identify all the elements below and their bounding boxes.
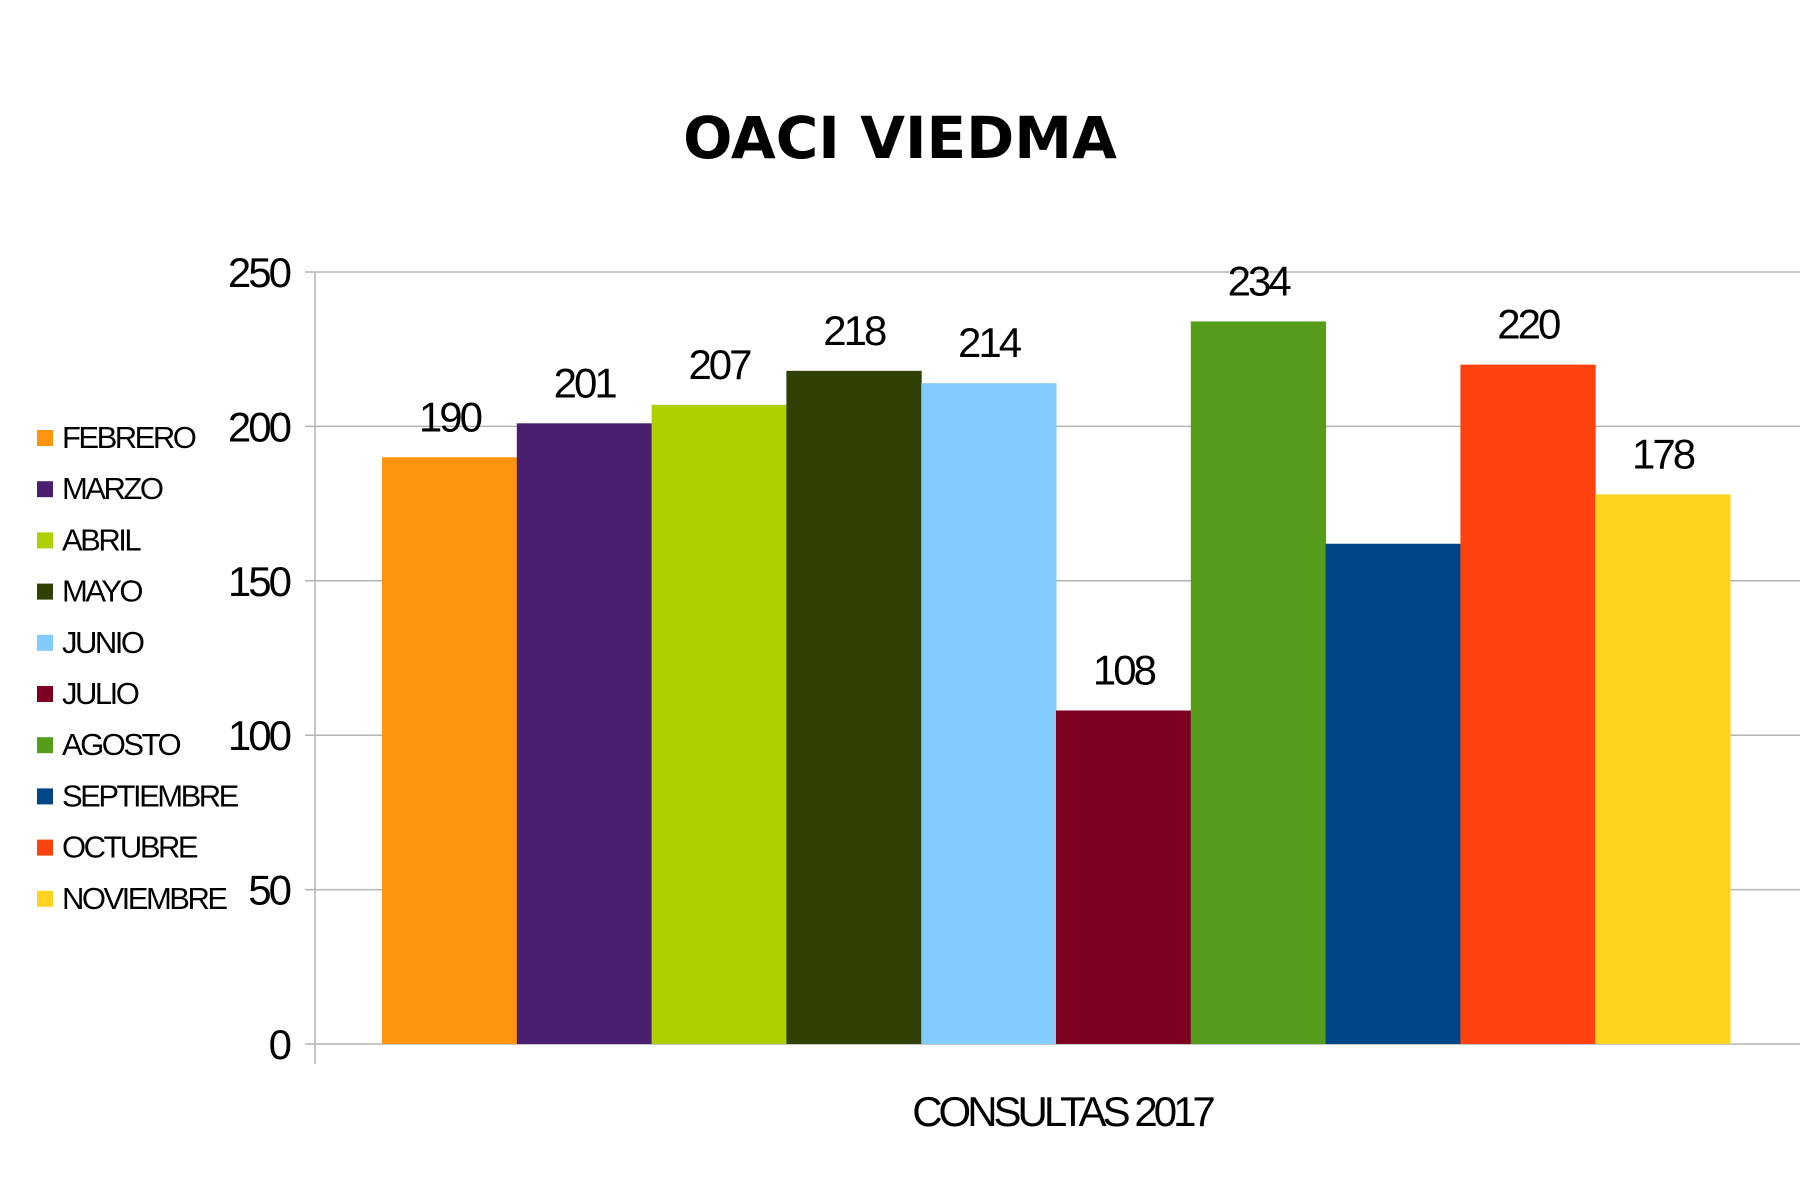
y-tick-label: 150 [228,558,291,605]
bar-agosto [1190,321,1327,1045]
bar-mayo [786,370,922,1044]
bar-junio [921,383,1057,1045]
data-label: 201 [554,359,617,406]
data-label: 207 [688,341,751,388]
bar-noviembre [1595,494,1731,1044]
y-tick-label: 200 [228,403,291,450]
bar-abril [651,404,787,1044]
y-tick-label: 100 [228,712,291,759]
data-label: 220 [1497,301,1560,348]
legend-item: AGOSTO [37,727,183,762]
legend-label: MARZO [62,471,163,506]
legend-swatch [37,839,53,856]
data-label: 214 [958,319,1022,366]
legend-swatch [37,890,53,907]
bar-septiembre [1325,543,1461,1044]
bar-julio [1056,710,1192,1044]
y-tick-label: 0 [269,1021,291,1068]
legend-item: JULIO [37,676,141,711]
legend-item: MARZO [37,471,165,506]
legend-item: OCTUBRE [37,830,200,865]
legend-swatch [37,532,53,549]
data-label: 218 [823,307,886,354]
x-axis-label: CONSULTAS 2017 [912,1088,1214,1135]
legend-item: ABRIL [37,522,144,557]
legend-swatch [37,634,53,651]
legend-label: MAYO [62,574,142,609]
y-tick-label: 250 [228,249,291,296]
legend-swatch [37,788,53,805]
data-label: 190 [419,393,482,440]
legend-label: SEPTIEMBRE [62,778,239,813]
legend-swatch [37,686,53,702]
legend-item: MAYO [37,574,145,609]
legend-item: JUNIO [37,625,146,660]
bar-octubre [1460,364,1596,1044]
legend-swatch [37,583,53,600]
legend-swatch [37,737,53,754]
data-label: 234 [1228,257,1292,304]
bar-febrero [382,457,518,1044]
legend-swatch [37,481,53,498]
legend-item: NOVIEMBRE [37,881,230,916]
legend-label: JULIO [62,676,139,711]
legend-label: NOVIEMBRE [62,881,227,916]
legend-item: FEBRERO [37,420,198,455]
legend-item: SEPTIEMBRE [37,778,241,813]
data-label: 108 [1093,646,1156,693]
legend-label: FEBRERO [62,420,196,455]
legend-label: JUNIO [62,625,144,660]
legend-label: OCTUBRE [62,830,198,865]
data-label: 178 [1632,430,1695,477]
legend-swatch [37,430,53,446]
bar-marzo [516,423,653,1044]
chart-title: OACI VIEDMA [683,104,1117,172]
y-tick-label: 50 [248,867,290,914]
legend-label: ABRIL [62,522,141,557]
legend-label: AGOSTO [62,727,180,762]
